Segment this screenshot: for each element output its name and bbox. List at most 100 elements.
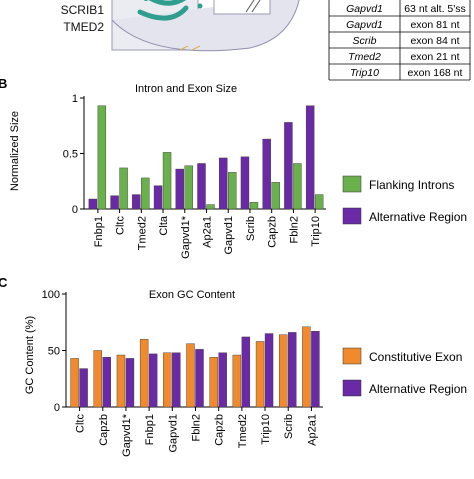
- y-axis-label-c: GC Content (%): [24, 316, 36, 394]
- y-tick-label: 1: [72, 93, 78, 105]
- x-tick-label: Scrib: [245, 216, 257, 241]
- bar-series-b: [264, 333, 274, 408]
- bar-series-a: [153, 185, 163, 210]
- legend-b: Flanking Introns Alternative Region: [342, 175, 467, 225]
- x-tick-label: Cltc: [115, 216, 127, 235]
- panel-b-intron-exon-size: B Intron and Exon Size Normalized Size 0…: [0, 76, 467, 259]
- bar-series-b: [249, 202, 259, 210]
- bar-series-a: [209, 357, 218, 408]
- bar-series-b: [102, 357, 111, 408]
- exon-size-table: Gapvd1 63 nt alt. 5'ss Gapvd1 exon 81 nt Scr…: [328, 0, 471, 81]
- panel-letter-c: C: [0, 275, 8, 290]
- bar-series-a: [163, 352, 172, 408]
- x-tick-label: Tmed2: [136, 216, 148, 250]
- x-tick-label: Capzb: [267, 216, 279, 248]
- bar-series-a: [232, 354, 242, 408]
- x-tick-label: Cltа: [158, 215, 170, 235]
- x-tick-label: Cltc: [75, 414, 87, 433]
- bar-series-b: [172, 352, 181, 408]
- legend-swatch: [342, 347, 362, 365]
- table-value-cell: exon 168 nt: [408, 67, 463, 79]
- bar-series-b: [293, 163, 302, 210]
- bar-series-b: [241, 336, 251, 408]
- bar-series-a: [279, 334, 288, 408]
- bar-series-b: [271, 182, 280, 210]
- x-tick-label: Fbln2: [288, 216, 300, 244]
- table-value-cell: exon 21 nt: [410, 51, 459, 63]
- x-tick-label: Scrib: [283, 414, 295, 439]
- bar-series-b: [119, 167, 128, 210]
- protein-label-tmed2: TMED2: [63, 20, 104, 34]
- bar-series-a: [88, 198, 98, 210]
- bar-series-b: [141, 177, 150, 210]
- x-tick-label: Fnbp1: [93, 216, 105, 247]
- legend-label: Constitutive Exon: [369, 350, 462, 364]
- bar-series-a: [305, 105, 315, 210]
- y-tick-label: 50: [48, 346, 60, 358]
- bar-series-a: [139, 339, 149, 408]
- table-gene-cell: Gapvd1: [346, 19, 383, 31]
- legend-label: Alternative Region: [369, 382, 467, 396]
- table-gene-cell: Scrib: [353, 35, 377, 47]
- bar-series-a: [116, 354, 126, 408]
- bar-series-b: [148, 353, 158, 408]
- legend-label: Flanking Introns: [369, 178, 454, 192]
- x-tick-label: Tmed2: [237, 414, 249, 448]
- table-value-cell: exon 84 nt: [410, 35, 459, 47]
- table-gene-cell: Gapvd1: [346, 3, 383, 15]
- cell-illustration: SCRIB1 TMED2: [61, 0, 300, 52]
- bar-series-b: [195, 349, 204, 408]
- bar-series-a: [110, 195, 119, 210]
- chart-title-b: Intron and Exon Size: [135, 83, 237, 95]
- y-tick-label: 0: [72, 204, 78, 216]
- x-tick-label: Gapvd1*: [180, 215, 192, 259]
- x-tick-label: Fbln2: [191, 414, 203, 442]
- bar-series-a: [262, 138, 271, 210]
- panel-c-exon-gc-content: C Exon GC Content GC Content (%) 050100 …: [0, 275, 467, 457]
- y-tick-label: 0.5: [63, 149, 78, 161]
- x-tick-label: Gapvd1: [167, 414, 179, 453]
- y-axis-label-b: Normalized Size: [9, 111, 21, 191]
- bar-series-b: [162, 152, 172, 210]
- panel-letter-b: B: [0, 76, 7, 91]
- x-tick-label: Capzb: [98, 414, 110, 446]
- bar-series-b: [218, 352, 227, 408]
- legend-swatch: [342, 207, 362, 225]
- x-tick-label: Gapvd1*: [121, 413, 133, 457]
- bar-series-a: [240, 156, 250, 210]
- bar-series-b: [228, 172, 237, 210]
- x-tick-labels-c: Cltc Capzb Gapvd1* Fnbp1 Gapvd1 Fbln2 Capzb Tme…: [75, 407, 318, 457]
- bar-series-b: [288, 332, 297, 408]
- bar-series-a: [302, 326, 311, 408]
- bars-b: [88, 105, 324, 210]
- bar-series-a: [93, 350, 102, 408]
- x-tick-label: Trip10: [310, 216, 322, 247]
- x-tick-labels-b: Fnbp1 Cltc Tmed2 Cltа Gapvd1* Ap2a1 Gapvd1 Scri…: [93, 209, 322, 259]
- bar-series-b: [314, 194, 324, 210]
- table-value-cell: 63 nt alt. 5'ss: [404, 3, 466, 15]
- y-tick-label: 0: [54, 402, 60, 414]
- table-value-cell: exon 81 nt: [410, 19, 459, 31]
- bar-series-b: [206, 204, 215, 210]
- bars-c: [70, 326, 320, 408]
- x-tick-label: Gapvd1: [223, 216, 235, 255]
- bar-series-b: [125, 358, 135, 408]
- legend-c: Constitutive Exon Alternative Region: [342, 347, 467, 397]
- table-gene-cell: Trip10: [350, 67, 379, 79]
- bar-series-a: [197, 163, 206, 210]
- bar-series-a: [175, 168, 184, 210]
- legend-swatch: [342, 175, 362, 193]
- x-tick-label: Fnbp1: [144, 414, 156, 445]
- bar-series-a: [219, 157, 228, 210]
- y-tick-label: 100: [42, 289, 60, 301]
- bar-series-b: [79, 368, 88, 408]
- legend-swatch: [342, 379, 362, 397]
- protein-label-scrib1: SCRIB1: [61, 3, 105, 17]
- bar-series-a: [284, 122, 293, 210]
- bar-series-b: [184, 165, 193, 210]
- x-tick-label: Capzb: [214, 414, 226, 446]
- chart-title-c: Exon GC Content: [149, 289, 235, 301]
- bar-series-a: [186, 343, 195, 408]
